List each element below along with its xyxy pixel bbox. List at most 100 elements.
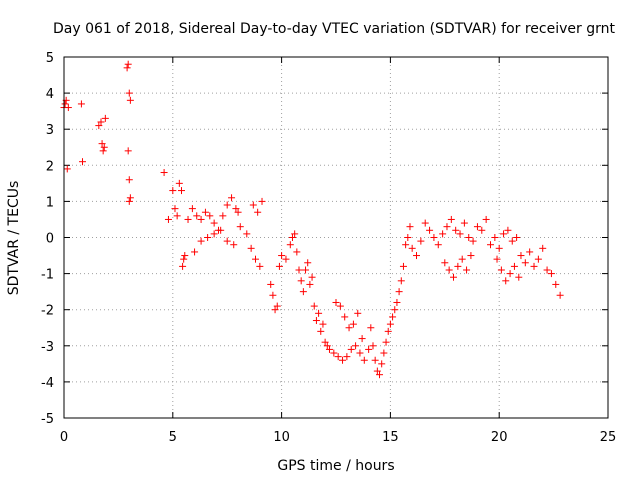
data-point (360, 356, 368, 364)
data-point (334, 353, 342, 361)
data-point (175, 179, 183, 187)
data-point (321, 338, 329, 346)
data-point (547, 270, 555, 278)
data-points (60, 60, 564, 379)
data-point (402, 241, 410, 249)
data-point (391, 306, 399, 314)
data-point (234, 208, 242, 216)
data-point (295, 266, 303, 274)
data-point (506, 270, 514, 278)
data-point (467, 252, 475, 260)
data-point (352, 342, 360, 350)
data-point (495, 244, 503, 252)
data-point (267, 280, 275, 288)
data-point (126, 194, 134, 202)
data-point (378, 360, 386, 368)
plot-frame (63, 56, 609, 419)
data-point (339, 356, 347, 364)
data-point (345, 324, 353, 332)
data-point (504, 226, 512, 234)
data-point (191, 248, 199, 256)
data-point (358, 335, 366, 343)
data-point (304, 259, 312, 267)
data-point (63, 165, 71, 173)
data-point (356, 349, 364, 357)
data-point (297, 277, 305, 285)
data-point (395, 288, 403, 296)
data-point (124, 60, 132, 68)
chart-title: Day 061 of 2018, Sidereal Day-to-day VTE… (53, 21, 615, 37)
x-axis-label: GPS time / hours (277, 458, 394, 474)
data-point (534, 255, 542, 263)
data-point (125, 197, 133, 205)
data-point (393, 298, 401, 306)
data-point (478, 226, 486, 234)
x-tick-label: 20 (491, 430, 508, 445)
data-point (473, 223, 481, 231)
data-point (443, 223, 451, 231)
data-point (406, 223, 414, 231)
data-point (465, 234, 473, 241)
data-point (460, 219, 468, 227)
data-point (61, 100, 69, 108)
data-point (413, 252, 421, 260)
data-point (502, 277, 510, 285)
data-point (293, 248, 301, 256)
data-point (204, 234, 212, 241)
data-point (369, 342, 377, 350)
data-point (521, 259, 529, 267)
data-point (450, 273, 458, 281)
data-point (302, 266, 310, 274)
data-point (164, 215, 172, 223)
x-tick-label: 0 (60, 430, 68, 445)
y-tick-label: -3 (41, 340, 54, 355)
data-point (382, 338, 390, 346)
data-point (454, 262, 462, 270)
data-point (77, 100, 85, 108)
data-point (64, 104, 72, 112)
data-point (271, 306, 279, 314)
y-tick-label: 2 (46, 159, 54, 174)
data-point (347, 345, 355, 353)
data-point (325, 345, 333, 353)
data-point (332, 298, 340, 306)
data-point (249, 201, 257, 209)
data-point (317, 327, 325, 335)
data-point (497, 266, 505, 274)
y-tick-label: -2 (41, 304, 54, 319)
data-point (543, 266, 551, 274)
data-point (273, 302, 281, 310)
data-point (469, 237, 477, 245)
data-point (530, 262, 538, 270)
y-tick-label: 3 (46, 123, 54, 138)
data-point (206, 212, 214, 220)
data-point (312, 317, 320, 325)
data-point (426, 226, 434, 234)
data-point (493, 255, 501, 263)
data-point (299, 288, 307, 296)
data-point (123, 64, 131, 72)
data-point (343, 353, 351, 361)
data-point (380, 349, 388, 357)
data-point (384, 327, 392, 335)
data-point (197, 215, 205, 223)
data-point (556, 291, 564, 299)
data-point (258, 197, 266, 205)
data-point (173, 212, 181, 220)
grid (64, 57, 608, 418)
data-point (315, 309, 323, 317)
data-point (408, 244, 416, 252)
data-point (288, 234, 296, 241)
data-point (526, 248, 534, 256)
data-point (445, 266, 453, 274)
data-point (399, 262, 407, 270)
data-point (171, 205, 179, 213)
x-tick-label: 10 (273, 430, 290, 445)
data-point (508, 237, 516, 245)
data-point (441, 259, 449, 267)
data-point (376, 371, 384, 379)
data-point (515, 273, 523, 281)
data-point (373, 367, 381, 375)
data-point (236, 223, 244, 231)
